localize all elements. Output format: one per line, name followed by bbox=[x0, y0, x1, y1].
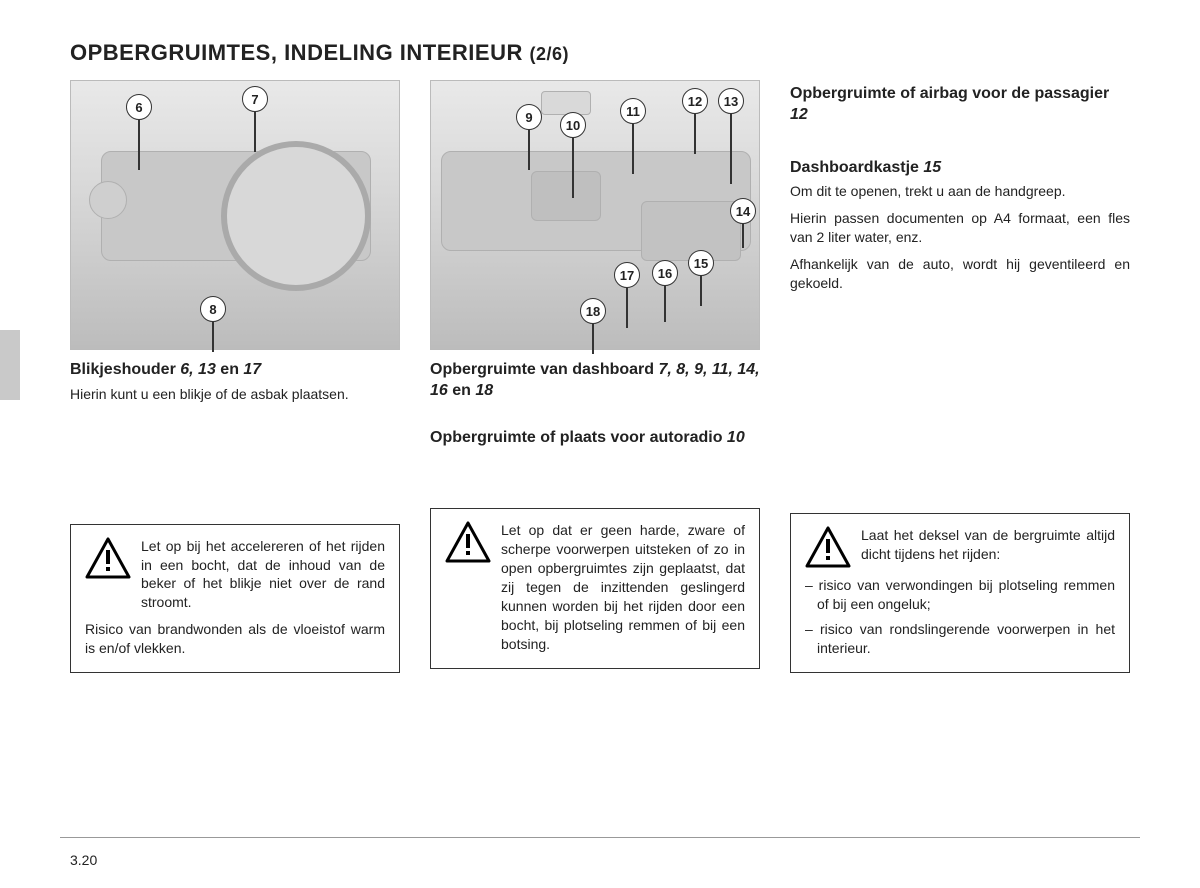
page-title: OPBERGRUIMTES, INDELING INTERIEUR (2/6) bbox=[70, 40, 1140, 66]
page-title-main: OPBERGRUIMTES, INDELING INTERIEUR bbox=[70, 40, 523, 65]
column-2: 40438 9101112131415161718 Opbergruimte v… bbox=[430, 80, 760, 673]
col3-body-1: Om dit te openen, trekt u aan de handgre… bbox=[790, 182, 1130, 201]
warning-icon bbox=[445, 521, 491, 563]
col1-heading: Blikjeshouder 6, 13 en 17 bbox=[70, 360, 400, 381]
callout-17: 17 bbox=[614, 262, 640, 328]
col3-warn-item-2: risico van rondslingerende voorwerpen in… bbox=[805, 620, 1115, 658]
col3-warning: Laat het deksel van de bergruimte altijd… bbox=[790, 513, 1130, 673]
callout-9: 9 bbox=[516, 104, 542, 170]
callout-12: 12 bbox=[682, 88, 708, 154]
footer-divider bbox=[60, 837, 1140, 838]
callout-6: 6 bbox=[126, 94, 152, 170]
figure-right: 40438 9101112131415161718 bbox=[430, 80, 760, 350]
col1-warn-first: Let op bij het accelereren of het rijden… bbox=[141, 537, 385, 613]
figure-left: 40439 678 bbox=[70, 80, 400, 350]
page-number: 3.20 bbox=[70, 852, 97, 868]
callout-18: 18 bbox=[580, 298, 606, 354]
warning-icon bbox=[85, 537, 131, 579]
warning-icon bbox=[805, 526, 851, 568]
callout-7: 7 bbox=[242, 86, 268, 152]
col1-warn-body: Risico van brandwonden als de vloeistof … bbox=[85, 620, 385, 658]
section-tab bbox=[0, 330, 20, 400]
callout-14: 14 bbox=[730, 198, 756, 248]
col3-warn-first: Laat het deksel van de bergruimte altijd… bbox=[861, 526, 1115, 564]
col3-warn-list: risico van verwondingen bij plotseling r… bbox=[805, 576, 1115, 658]
callout-8: 8 bbox=[200, 296, 226, 352]
col1-warning: Let op bij het accelereren of het rijden… bbox=[70, 524, 400, 673]
col3-body-2: Hierin passen documenten op A4 formaat, … bbox=[790, 209, 1130, 247]
col2-warning: Let op dat er geen harde, zware of scher… bbox=[430, 508, 760, 668]
callout-11: 11 bbox=[620, 98, 646, 174]
col3-warn-item-1: risico van verwondingen bij plotseling r… bbox=[805, 576, 1115, 614]
col3-body-3: Afhankelijk van de auto, wordt hij geven… bbox=[790, 255, 1130, 293]
col2-warn-text: Let op dat er geen harde, zware of scher… bbox=[501, 521, 745, 653]
callout-16: 16 bbox=[652, 260, 678, 322]
col3-heading-1: Opbergruimte of airbag voor de passagier… bbox=[790, 84, 1130, 126]
page-title-sub: (2/6) bbox=[529, 44, 569, 64]
dashboard-illustration-driver bbox=[70, 80, 400, 350]
col2-heading-1: Opbergruimte van dashboard 7, 8, 9, 11, … bbox=[430, 360, 760, 402]
columns: 40439 678 Blikjeshouder 6, 13 en 17 Hier… bbox=[70, 80, 1140, 673]
col3-heading-2: Dashboardkastje 15 bbox=[790, 158, 1130, 179]
col1-body: Hierin kunt u een blikje of de asbak pla… bbox=[70, 385, 400, 404]
callout-13: 13 bbox=[718, 88, 744, 184]
column-1: 40439 678 Blikjeshouder 6, 13 en 17 Hier… bbox=[70, 80, 400, 673]
col2-heading-2: Opbergruimte of plaats voor autoradio 10 bbox=[430, 428, 760, 449]
callout-10: 10 bbox=[560, 112, 586, 198]
callout-15: 15 bbox=[688, 250, 714, 306]
column-3: Opbergruimte of airbag voor de passagier… bbox=[790, 80, 1130, 673]
